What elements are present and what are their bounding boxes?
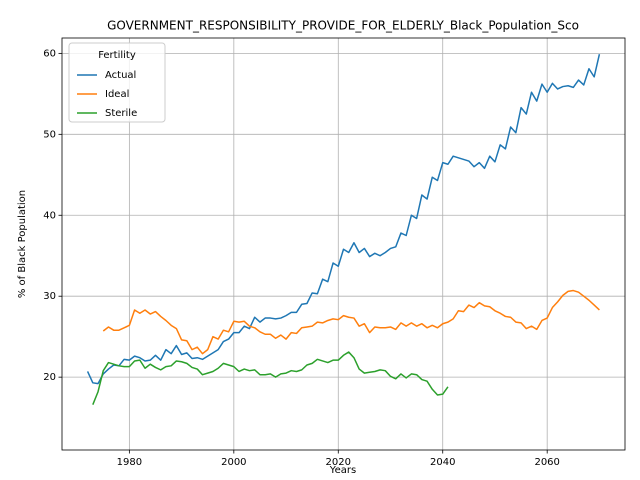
legend-label: Actual bbox=[105, 70, 136, 81]
y-tick-label: 50 bbox=[43, 129, 56, 140]
x-tick-label: 1980 bbox=[117, 457, 142, 468]
plot-frame bbox=[61, 37, 626, 451]
legend-label: Sterile bbox=[105, 108, 137, 119]
legend-box bbox=[68, 42, 166, 123]
y-tick-label: 40 bbox=[43, 210, 56, 221]
y-tick-label: 30 bbox=[43, 291, 56, 302]
y-axis-label: % of Black Population bbox=[17, 190, 28, 298]
x-tick-label: 2060 bbox=[534, 457, 559, 468]
series-line bbox=[92, 351, 449, 405]
y-tick-label: 20 bbox=[43, 372, 56, 383]
y-tick-label: 60 bbox=[43, 48, 56, 59]
legend-label: Ideal bbox=[105, 89, 129, 100]
series-line bbox=[102, 289, 600, 355]
series-line bbox=[86, 54, 601, 385]
chart-title: GOVERNMENT_RESPONSIBILITY_PROVIDE_FOR_EL… bbox=[107, 19, 579, 33]
x-axis-label: Years bbox=[329, 465, 356, 476]
x-tick-label: 2020 bbox=[326, 457, 351, 468]
x-tick-label: 2000 bbox=[221, 457, 246, 468]
x-tick-label: 2040 bbox=[430, 457, 455, 468]
legend-title: Fertility bbox=[98, 50, 136, 61]
